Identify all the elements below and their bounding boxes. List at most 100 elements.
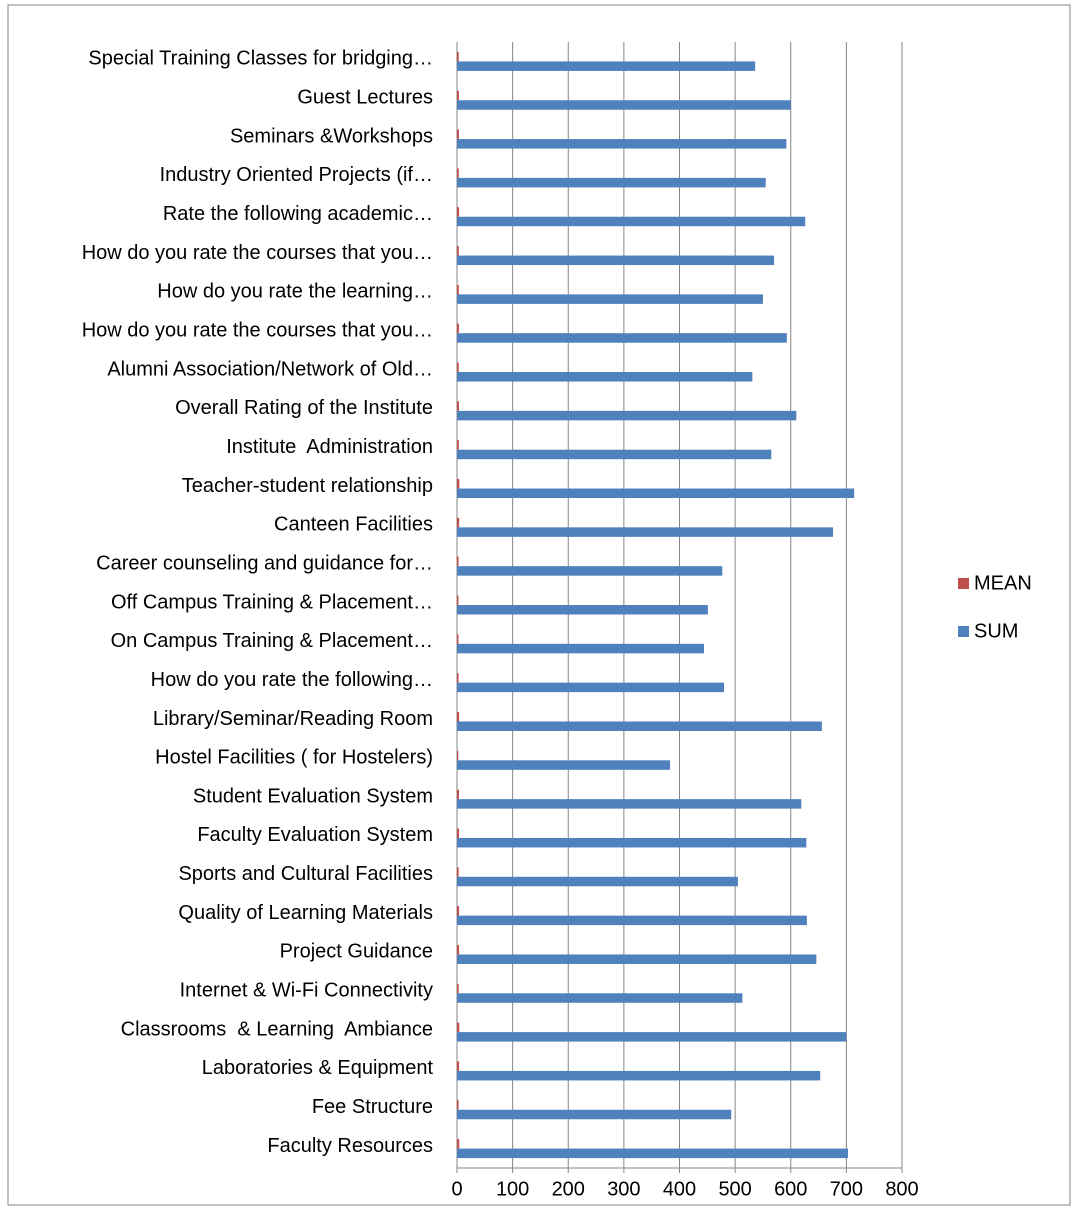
y-tick-label: Guest Lectures [297,87,433,109]
bar [457,449,772,460]
bar [457,168,459,178]
bar [457,1100,459,1110]
bar [457,488,855,499]
y-tick-label: How do you rate the learning… [157,281,433,303]
y-tick-label: How do you rate the courses that you… [82,242,433,264]
bar [457,90,459,101]
y-tick-label: Project Guidance [280,941,433,963]
bar [457,129,459,140]
y-tick-label: Canteen Facilities [274,514,433,536]
bar [457,177,766,188]
legend-label: MEAN [974,572,1032,594]
y-tick-label: Library/Seminar/Reading Room [153,708,433,730]
bar [457,605,708,615]
y-tick-label: Student Evaluation System [193,785,433,807]
bar [457,246,459,256]
bar [457,634,459,644]
x-tick-label: 100 [496,1178,529,1200]
legend-swatch [958,578,969,589]
bar [457,983,459,994]
x-tick-label: 700 [830,1178,863,1200]
bar [457,1061,460,1071]
bar [457,1109,732,1120]
y-tick-label: Seminars &Workshops [230,125,433,147]
bar [457,61,756,71]
bar [457,595,459,605]
bar [457,1032,847,1042]
y-tick-label: Sports and Cultural Facilities [178,863,433,885]
y-tick-label: Rate the following academic… [163,203,433,225]
bar [457,479,460,489]
y-tick-label: How do you rate the following… [151,669,433,691]
y-tick-label: Industry Oriented Projects (if… [160,164,433,186]
bar [457,1139,460,1149]
y-tick-label: On Campus Training & Placement… [111,630,433,652]
y-tick-label: Internet & Wi-Fi Connectivity [180,980,433,1002]
x-tick-label: 600 [774,1178,807,1200]
bar [457,906,460,916]
bar [457,876,738,887]
bar [457,323,459,334]
bar [457,711,460,722]
y-tick-label: Classrooms & Learning Ambiance [121,1018,433,1040]
bar [457,410,797,421]
bar [457,915,807,926]
bar [457,207,460,217]
bar [457,993,743,1003]
bar [457,556,459,567]
y-tick-label: Career counseling and guidance for… [96,552,433,574]
bar [457,837,807,848]
bar [457,944,460,955]
bar [457,139,787,149]
y-tick-label: Overall Rating of the Institute [175,397,433,419]
y-tick-label: Quality of Learning Materials [178,902,433,924]
bar [457,440,459,450]
bar [457,799,802,809]
bar [457,51,459,62]
bar [457,760,671,770]
x-tick-label: 800 [885,1178,918,1200]
y-tick-label: Special Training Classes for bridging… [88,48,433,70]
bar [457,682,724,693]
bar [457,867,459,877]
bar [457,216,806,227]
y-tick-label: Alumni Association/Network of Old… [107,358,433,380]
bar [457,294,763,304]
bar [457,100,791,110]
bar [457,333,787,343]
y-tick-label: Laboratories & Equipment [202,1057,434,1079]
bar [457,517,460,528]
bar [457,954,817,964]
bar [457,372,753,382]
bar [457,673,459,683]
y-tick-label: Institute Administration [226,436,433,458]
legend-swatch [958,626,969,637]
x-tick-label: 0 [451,1178,462,1200]
bar [457,401,460,411]
bar [457,255,775,266]
y-tick-label: Off Campus Training & Placement… [111,591,433,613]
y-tick-label: Hostel Facilities ( for Hostelers) [155,747,433,769]
y-tick-label: How do you rate the courses that you… [82,319,433,341]
bar [457,566,723,576]
bar [457,828,460,838]
bar [457,1148,849,1159]
bar [457,362,459,373]
legend-label: SUM [974,620,1018,642]
y-tick-label: Fee Structure [312,1096,433,1118]
x-tick-label: 300 [607,1178,640,1200]
bar [457,1070,821,1081]
bar [457,527,834,537]
bar [457,284,459,295]
bar [457,1022,460,1033]
x-tick-label: 200 [552,1178,585,1200]
bar [457,721,822,731]
bar [457,643,704,654]
y-tick-label: Faculty Evaluation System [197,824,433,846]
x-tick-label: 400 [663,1178,696,1200]
y-tick-label: Faculty Resources [267,1135,433,1157]
y-tick-label: Teacher-student relationship [182,475,433,497]
x-tick-label: 500 [718,1178,751,1200]
bar [457,750,459,761]
